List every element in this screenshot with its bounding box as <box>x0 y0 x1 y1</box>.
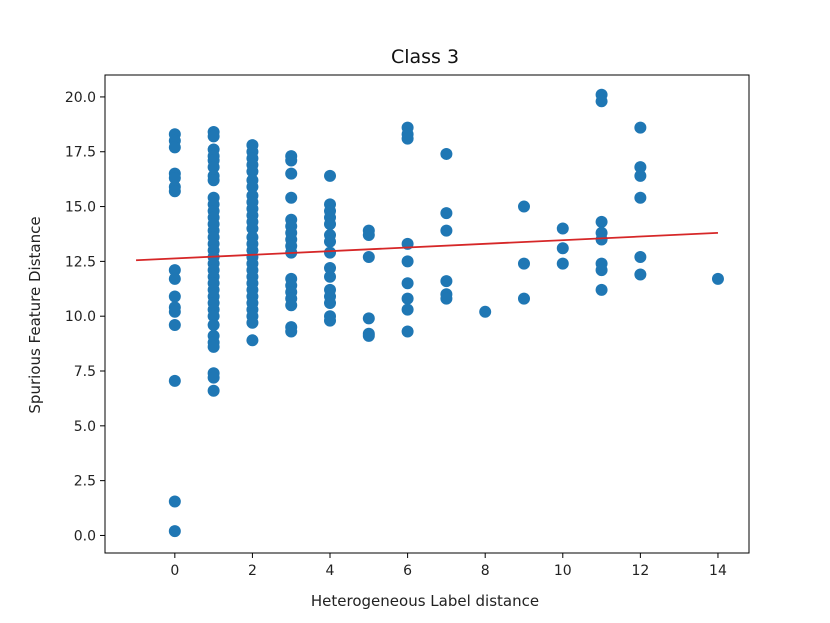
scatter-point <box>401 132 414 145</box>
scatter-point <box>517 292 530 305</box>
scatter-point <box>324 314 337 327</box>
axes: 0 2 4 6 8 10 12 14 0.0 2.5 5.0 7.5 10.0 12.5 15.0 17.5 2… <box>65 90 727 579</box>
scatter-point <box>440 224 453 237</box>
scatter-point <box>401 292 414 305</box>
scatter-point <box>634 250 647 263</box>
trend-line <box>135 231 719 262</box>
x-tick-label: 0 <box>170 563 179 579</box>
scatter-point <box>634 169 647 182</box>
x-tick-label: 10 <box>554 563 572 579</box>
scatter-point <box>168 525 181 538</box>
y-tick-label: 7.5 <box>74 364 96 380</box>
x-tick-label: 6 <box>403 563 412 579</box>
scatter-point <box>285 299 298 312</box>
x-tick-label: 8 <box>481 563 490 579</box>
scatter-point <box>556 257 569 270</box>
y-tick-label: 15.0 <box>65 200 96 216</box>
scatter-point <box>440 207 453 220</box>
scatter-point <box>246 165 259 178</box>
scatter-point <box>168 141 181 154</box>
y-tick-label: 0.0 <box>74 528 96 544</box>
scatter-point <box>207 310 220 323</box>
scatter-point <box>401 255 414 268</box>
scatter-point <box>595 95 608 108</box>
scatter-point <box>517 257 530 270</box>
scatter-point <box>634 121 647 134</box>
scatter-point <box>556 242 569 255</box>
scatter-point <box>207 371 220 384</box>
y-tick-label: 20.0 <box>65 90 96 106</box>
scatter-point <box>634 268 647 281</box>
scatter-point <box>517 200 530 213</box>
scatter-point <box>168 185 181 198</box>
scatter-point <box>595 283 608 296</box>
scatter-point <box>246 334 259 347</box>
scatter-point <box>362 312 375 325</box>
scatter-point <box>324 218 337 231</box>
scatter-point <box>207 318 220 331</box>
scatter-point <box>595 215 608 228</box>
scatter-point <box>285 191 298 204</box>
scatter-point <box>711 272 724 285</box>
scatter-point <box>440 147 453 160</box>
x-tick-label: 2 <box>248 563 257 579</box>
scatter-point <box>362 329 375 342</box>
trend-lines <box>135 231 719 262</box>
scatter-point <box>324 270 337 283</box>
y-axis-label: Spurious Feature Distance <box>26 216 44 413</box>
scatter-point <box>207 340 220 353</box>
plot-frame <box>104 74 750 554</box>
scatter-point <box>207 130 220 143</box>
scatter-point <box>168 305 181 318</box>
scatter-point <box>595 264 608 277</box>
scatter-points <box>168 88 724 538</box>
scatter-point <box>595 233 608 246</box>
chart-title: Class 3 <box>391 46 459 68</box>
scatter-point <box>285 154 298 167</box>
x-tick-label: 12 <box>631 563 649 579</box>
y-tick-label: 17.5 <box>65 145 96 161</box>
scatter-point <box>207 174 220 187</box>
scatter-point <box>168 264 181 277</box>
scatter-point <box>168 374 181 387</box>
scatter-point <box>246 180 259 193</box>
scatter-point <box>401 325 414 338</box>
scatter-point <box>207 384 220 397</box>
scatter-point <box>324 297 337 310</box>
scatter-point <box>440 292 453 305</box>
scatter-point <box>324 261 337 274</box>
scatter-point <box>246 222 259 235</box>
scatter-point <box>285 325 298 338</box>
scatter-point <box>168 495 181 508</box>
scatter-point <box>479 305 492 318</box>
scatter-point <box>362 229 375 242</box>
y-tick-label: 2.5 <box>74 474 96 490</box>
scatter-point <box>168 172 181 185</box>
scatter-point <box>556 222 569 235</box>
scatter-point <box>401 277 414 290</box>
scatter-point <box>634 191 647 204</box>
scatter-point <box>440 275 453 288</box>
y-tick-label: 5.0 <box>74 419 96 435</box>
scatter-point <box>324 246 337 259</box>
scatter-point <box>362 250 375 263</box>
scatter-point <box>168 272 181 285</box>
x-tick-label: 14 <box>709 563 727 579</box>
x-tick-label: 4 <box>326 563 335 579</box>
y-tick-label: 12.5 <box>65 254 96 270</box>
scatter-point <box>168 318 181 331</box>
scatter-point <box>634 161 647 174</box>
y-tick-label: 10.0 <box>65 309 96 325</box>
x-axis-label: Heterogeneous Label distance <box>311 592 539 610</box>
scatter-point <box>401 303 414 316</box>
scatter-point <box>168 290 181 303</box>
scatter-point <box>246 316 259 329</box>
scatter-point <box>324 235 337 248</box>
scatter-point <box>324 169 337 182</box>
scatter-point <box>285 167 298 180</box>
scatter-point <box>207 161 220 174</box>
